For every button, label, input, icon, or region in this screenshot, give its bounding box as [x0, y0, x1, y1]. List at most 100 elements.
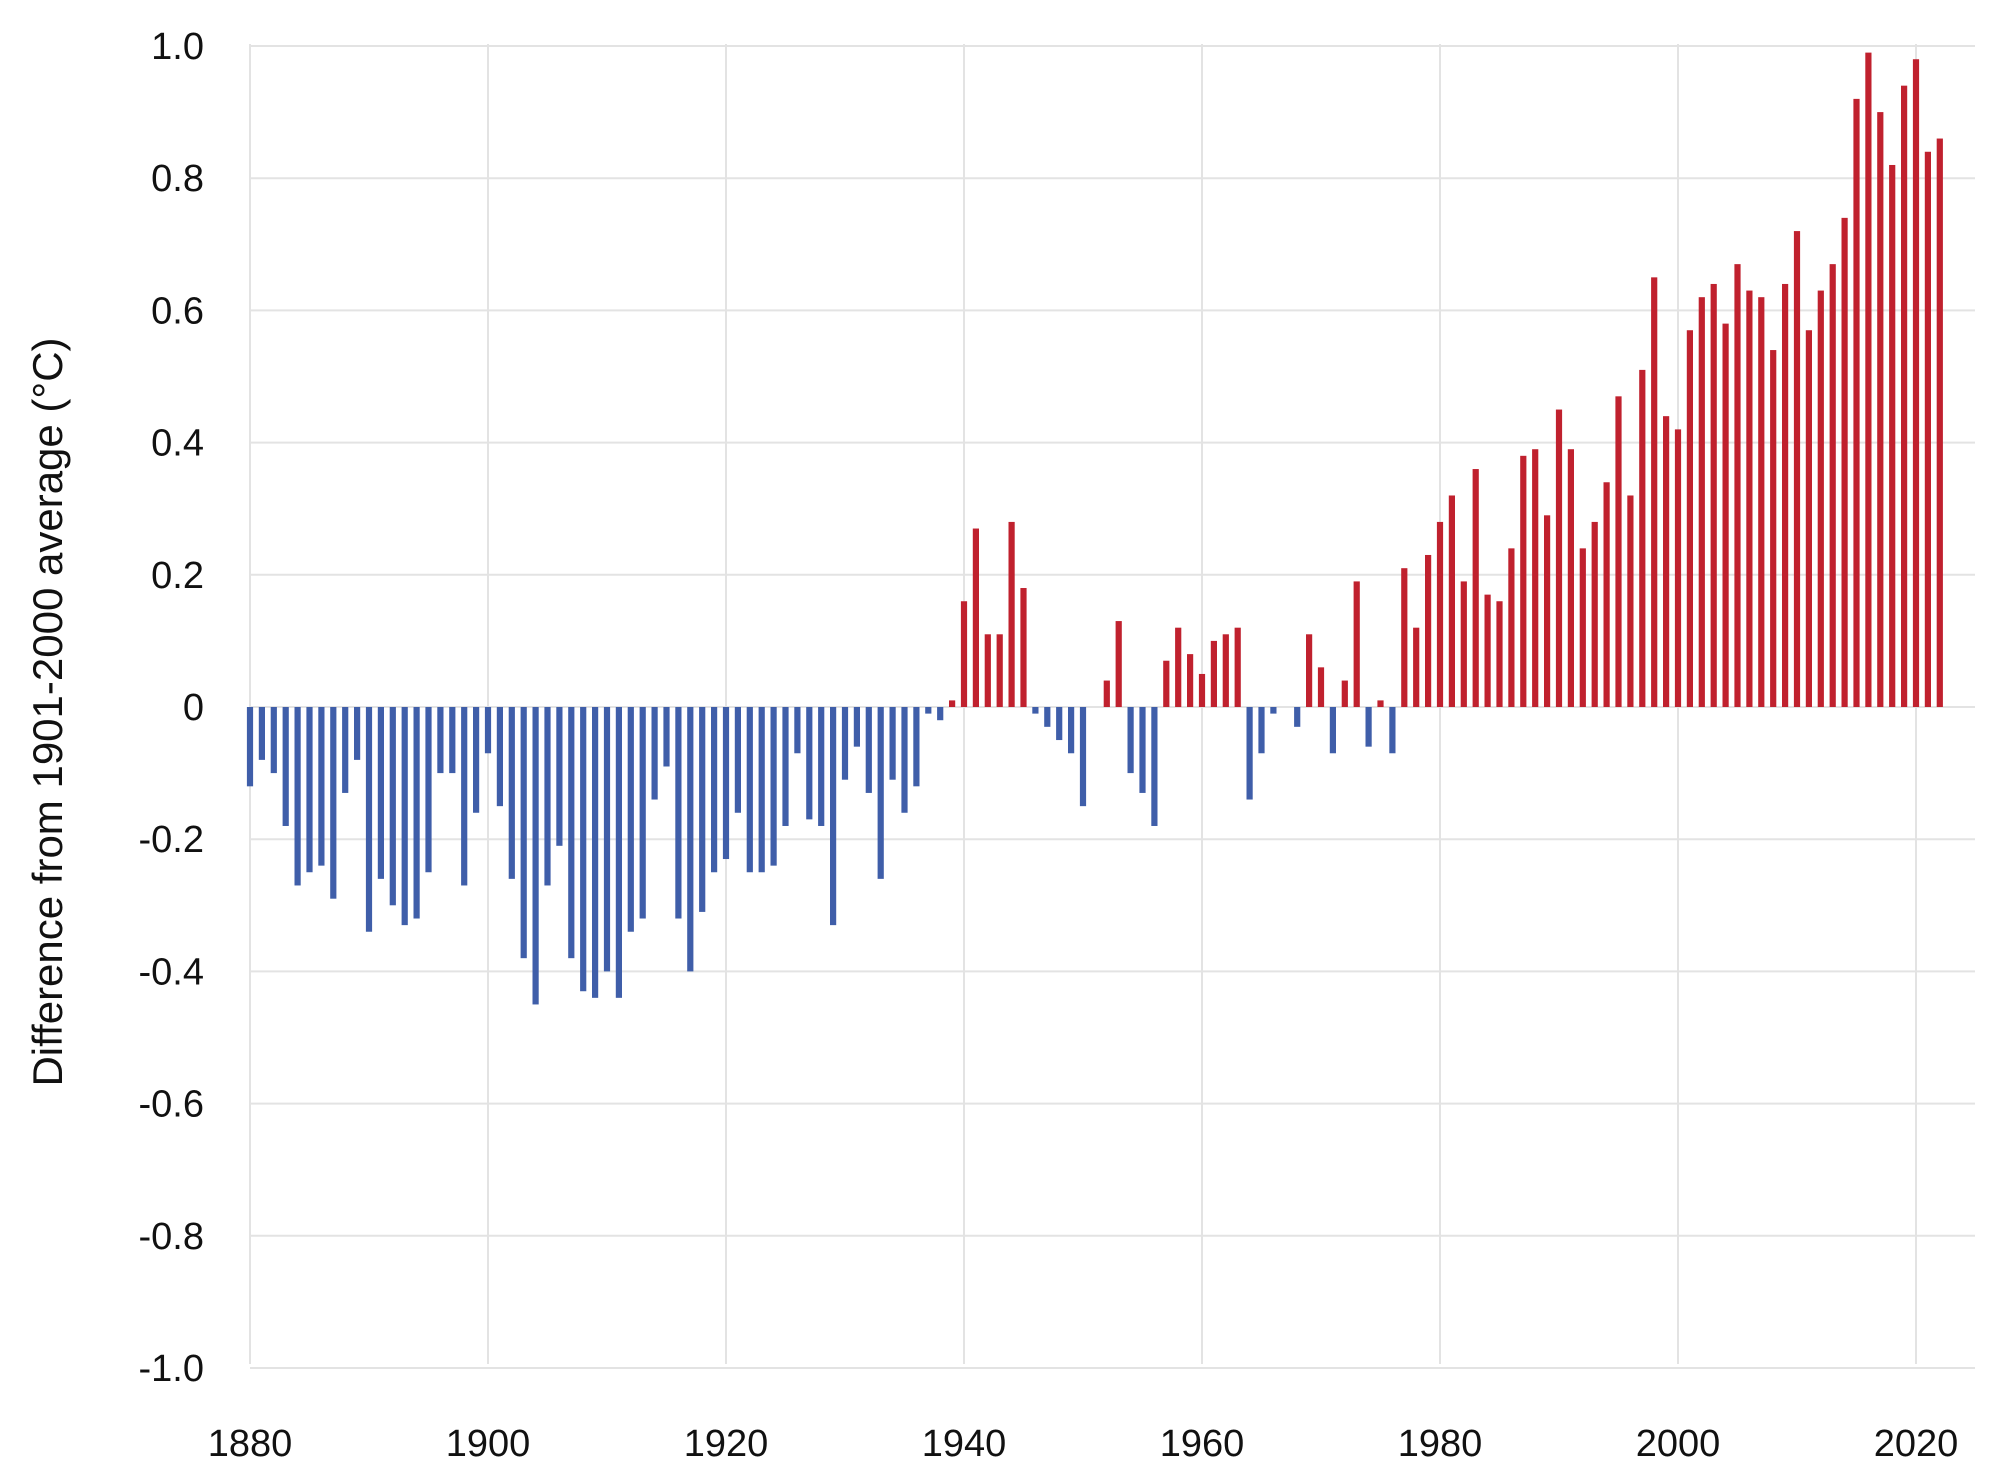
bar-2004 [1722, 323, 1729, 707]
bar-1998 [1651, 277, 1658, 707]
bar-1885 [306, 707, 313, 873]
bar-1997 [1639, 369, 1646, 707]
bar-2013 [1829, 264, 1836, 707]
bar-1921 [734, 707, 741, 813]
bar-1899 [473, 707, 480, 813]
bar-1880 [246, 707, 254, 787]
bar-1975 [1377, 700, 1384, 707]
bar-1992 [1579, 548, 1586, 707]
bar-1994 [1603, 482, 1610, 707]
bars [246, 52, 1943, 1005]
bar-1881 [258, 707, 265, 760]
bar-1901 [496, 707, 503, 807]
bar-2000 [1674, 429, 1682, 707]
bar-1936 [913, 707, 920, 787]
bar-1906 [556, 707, 563, 846]
bar-1904 [532, 707, 539, 1005]
x-tick-label: 1940 [922, 1423, 1007, 1465]
bar-1911 [615, 707, 622, 998]
bar-1916 [675, 707, 682, 919]
x-axis-ticks: 1880 1900 1920 1940 1960 1980 2000 2020 [208, 1423, 1959, 1465]
bar-1990 [1555, 409, 1563, 707]
bar-1888 [342, 707, 349, 793]
bar-1956 [1151, 707, 1158, 826]
bar-1917 [687, 707, 694, 972]
bar-1891 [377, 707, 384, 879]
bar-1949 [1068, 707, 1075, 754]
bar-1965 [1258, 707, 1265, 754]
y-axis-title: Difference from 1901-2000 average (°C) [24, 337, 71, 1086]
bar-1922 [746, 707, 753, 873]
bar-1887 [330, 707, 337, 899]
bar-1981 [1448, 495, 1455, 707]
bar-2018 [1889, 164, 1896, 708]
bar-1977 [1401, 568, 1408, 707]
bar-1933 [877, 707, 884, 879]
bar-1915 [663, 707, 670, 767]
y-tick-label: -1.0 [139, 1348, 204, 1390]
bar-1976 [1389, 707, 1396, 754]
bar-2022 [1936, 138, 1943, 708]
bar-1914 [651, 707, 658, 800]
bar-1927 [806, 707, 813, 820]
bar-1932 [865, 707, 872, 793]
bar-1989 [1544, 515, 1551, 707]
y-tick-label: -0.4 [139, 951, 204, 993]
bar-2003 [1710, 283, 1717, 707]
y-tick-label: 1.0 [151, 26, 204, 68]
bar-1947 [1044, 707, 1051, 727]
y-tick-label: -0.6 [139, 1084, 204, 1126]
bar-1902 [508, 707, 515, 879]
bar-2012 [1817, 290, 1824, 707]
x-tick-label: 1920 [684, 1423, 769, 1465]
bar-1886 [318, 707, 325, 866]
y-tick-label: 0.8 [151, 158, 204, 200]
x-tick-label: 2020 [1874, 1423, 1959, 1465]
bar-1926 [794, 707, 801, 754]
bar-1940 [960, 601, 968, 707]
bar-1884 [294, 707, 301, 886]
bar-1937 [925, 707, 932, 714]
bar-1908 [580, 707, 587, 992]
bar-1991 [1567, 449, 1574, 707]
bar-2007 [1758, 297, 1765, 707]
bar-1980 [1436, 521, 1444, 707]
bar-1982 [1460, 581, 1467, 707]
bar-2011 [1805, 330, 1812, 707]
bar-1987 [1520, 455, 1527, 707]
bar-1918 [699, 707, 706, 912]
bar-1954 [1127, 707, 1134, 774]
bar-2017 [1877, 112, 1884, 708]
bar-2009 [1782, 283, 1789, 707]
bar-1946 [1032, 707, 1039, 714]
bar-1960 [1198, 673, 1206, 707]
bar-1942 [984, 634, 991, 707]
bar-1974 [1365, 707, 1372, 747]
bar-1957 [1163, 660, 1170, 707]
bar-1898 [461, 707, 468, 886]
bar-1941 [972, 528, 979, 707]
bar-1897 [449, 707, 456, 774]
bar-1890 [365, 707, 373, 932]
bar-1986 [1508, 548, 1515, 707]
bar-1968 [1294, 707, 1301, 727]
bar-1907 [568, 707, 575, 959]
bar-1923 [758, 707, 765, 873]
bar-1935 [901, 707, 908, 813]
bar-1958 [1175, 627, 1182, 707]
x-tick-label: 1880 [208, 1423, 293, 1465]
bar-1948 [1056, 707, 1063, 741]
bar-1950 [1079, 707, 1087, 807]
bar-1925 [782, 707, 789, 826]
bar-1924 [770, 707, 777, 866]
bar-1988 [1532, 449, 1539, 707]
bar-1978 [1413, 627, 1420, 707]
x-tick-label: 1980 [1398, 1423, 1483, 1465]
bar-1959 [1187, 654, 1194, 707]
bar-2006 [1746, 290, 1753, 707]
y-axis-ticks: 1.0 0.8 0.6 0.4 0.2 0 -0.2 -0.4 -0.6 -0.8 -1.0 [139, 26, 204, 1390]
bar-2015 [1853, 98, 1860, 707]
bar-1903 [520, 707, 527, 959]
bar-1995 [1615, 396, 1622, 707]
